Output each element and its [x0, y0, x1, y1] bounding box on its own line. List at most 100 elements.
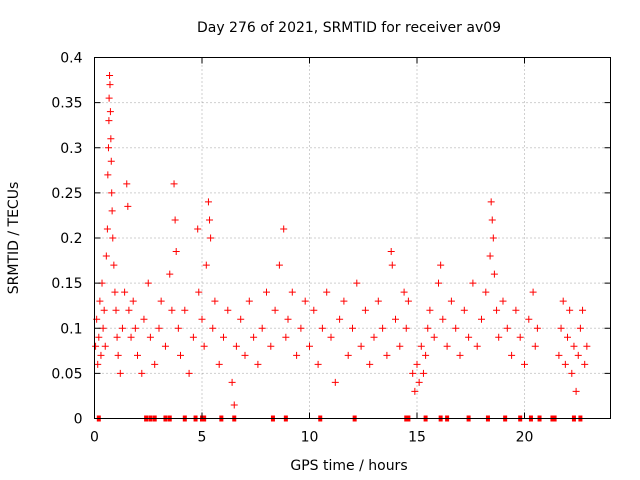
data-point	[456, 351, 464, 359]
data-point	[140, 315, 148, 323]
data-point	[144, 279, 152, 287]
data-point	[570, 342, 578, 350]
data-point	[114, 351, 122, 359]
data-point	[473, 342, 481, 350]
data-point	[293, 351, 301, 359]
data-point	[146, 333, 154, 341]
data-point	[177, 351, 184, 359]
data-point	[555, 351, 563, 359]
data-point	[138, 369, 146, 377]
data-point	[493, 306, 501, 314]
x-tick-label: 20	[516, 430, 534, 446]
data-point	[306, 342, 313, 350]
data-point	[105, 94, 113, 102]
x-tick-label: 15	[408, 430, 426, 446]
data-point	[478, 315, 485, 323]
data-point	[211, 297, 219, 305]
data-point	[327, 333, 335, 341]
data-point	[533, 324, 541, 332]
data-point	[419, 369, 427, 377]
data-point	[102, 252, 110, 260]
data-point	[323, 288, 331, 296]
data-point	[331, 378, 339, 386]
data-point	[129, 297, 137, 305]
data-point	[361, 306, 369, 314]
x-axis-label: GPS time / hours	[290, 458, 407, 474]
x-tick-label: 0	[90, 430, 99, 446]
data-point	[370, 333, 378, 341]
data-point	[125, 306, 133, 314]
data-point	[189, 333, 197, 341]
data-point	[100, 306, 108, 314]
data-point	[107, 135, 115, 143]
data-point	[204, 198, 212, 206]
data-point	[174, 324, 182, 332]
y-tick-label: 0.35	[51, 96, 82, 112]
data-point	[94, 360, 102, 368]
data-point	[282, 333, 290, 341]
data-point	[230, 401, 238, 409]
data-point	[465, 333, 473, 341]
data-point	[206, 216, 214, 224]
data-point	[411, 387, 419, 395]
data-point	[366, 360, 374, 368]
data-point	[574, 351, 582, 359]
data-point	[336, 315, 344, 323]
data-point	[194, 225, 202, 233]
data-point	[232, 342, 240, 350]
data-point	[561, 360, 569, 368]
data-point	[564, 333, 571, 341]
data-point	[516, 333, 524, 341]
data-point	[95, 333, 103, 341]
y-tick-label: 0.4	[60, 51, 82, 67]
data-point	[271, 306, 279, 314]
data-point	[220, 333, 227, 341]
data-point	[109, 234, 117, 242]
data-point	[383, 351, 391, 359]
data-point	[297, 324, 305, 332]
data-point	[487, 198, 495, 206]
y-tick-label: 0.1	[60, 321, 82, 337]
data-point	[583, 342, 591, 350]
data-point	[168, 306, 176, 314]
y-tick-label: 0.05	[51, 366, 82, 382]
data-point	[155, 324, 163, 332]
data-point	[529, 288, 537, 296]
data-point	[106, 108, 114, 116]
data-point	[280, 225, 288, 233]
data-point	[172, 248, 180, 256]
data-point	[237, 315, 245, 323]
data-point	[215, 360, 223, 368]
data-point	[170, 180, 178, 188]
grid-layer	[94, 57, 611, 419]
data-point	[267, 342, 275, 350]
y-tick-label: 0.3	[60, 141, 82, 157]
data-point	[409, 369, 417, 377]
points-layer	[92, 72, 591, 409]
data-point	[124, 202, 132, 210]
data-point	[195, 288, 203, 296]
data-point	[490, 270, 498, 278]
data-point	[495, 333, 503, 341]
data-point	[185, 369, 193, 377]
data-point	[424, 324, 432, 332]
data-point	[301, 297, 309, 305]
data-point	[340, 297, 348, 305]
data-point	[245, 297, 253, 305]
data-point	[392, 315, 399, 323]
data-point	[426, 306, 434, 314]
data-point	[101, 342, 109, 350]
data-point	[531, 342, 539, 350]
data-point	[488, 216, 496, 224]
data-point	[579, 306, 587, 314]
data-point	[413, 360, 421, 368]
data-point	[415, 378, 423, 386]
data-point	[557, 324, 565, 332]
data-point	[374, 297, 382, 305]
y-tick-label: 0.15	[51, 276, 82, 292]
data-point	[486, 252, 494, 260]
data-point	[422, 351, 430, 359]
data-point	[566, 306, 574, 314]
data-point	[111, 288, 119, 296]
y-tick-label: 0	[74, 412, 83, 428]
